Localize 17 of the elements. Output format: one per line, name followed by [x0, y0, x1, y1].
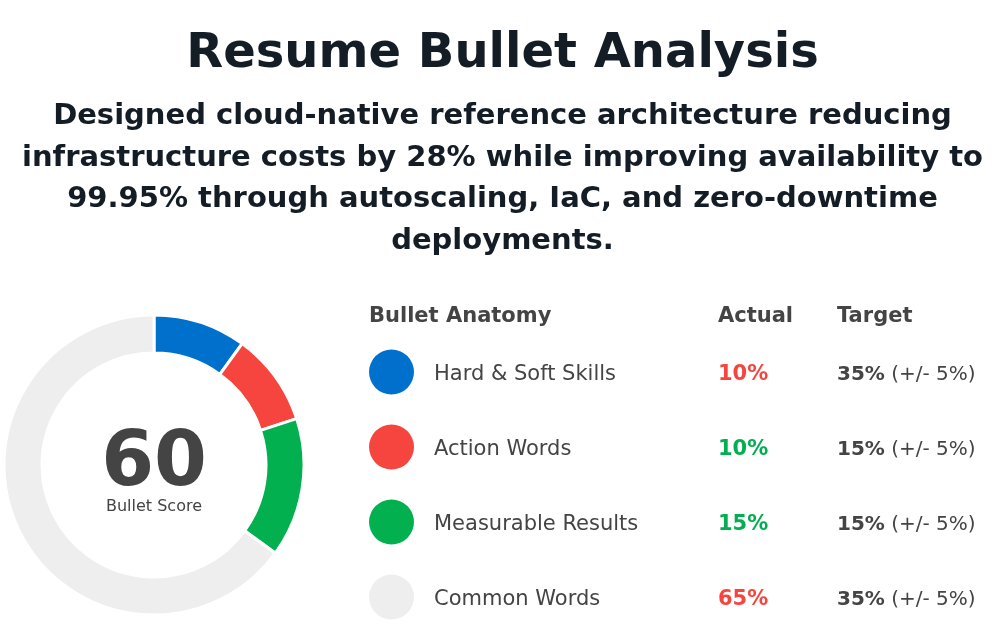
legend-title: Bullet Anatomy [369, 303, 552, 327]
data-label: 15% [718, 511, 769, 535]
text: 15% (+/- 5%) [837, 436, 976, 460]
text: 15% (+/- 5%) [837, 511, 976, 535]
data-label: 10% [718, 436, 769, 460]
text: Actual [718, 303, 794, 327]
legend-label: Measurable Results [434, 511, 639, 535]
legend-label: Action Words [434, 436, 572, 460]
data-label: 10% [718, 361, 769, 385]
text: 35% (+/- 5%) [837, 586, 976, 610]
text: Target [837, 303, 913, 327]
chart-subtitle: Designed cloud-native reference architecture reducing infrastructure costs by 28% while improving availability to 99.95% through autoscaling, IaC, and zero-downtime deployments. [21, 97, 984, 256]
text: 35% (+/- 5%) [837, 361, 976, 385]
chart-title: Resume Bullet Analysis [186, 22, 819, 78]
legend-label: Common Words [434, 586, 601, 610]
legend-label: Hard & Soft Skills [434, 361, 617, 385]
data-label: 65% [718, 586, 769, 610]
